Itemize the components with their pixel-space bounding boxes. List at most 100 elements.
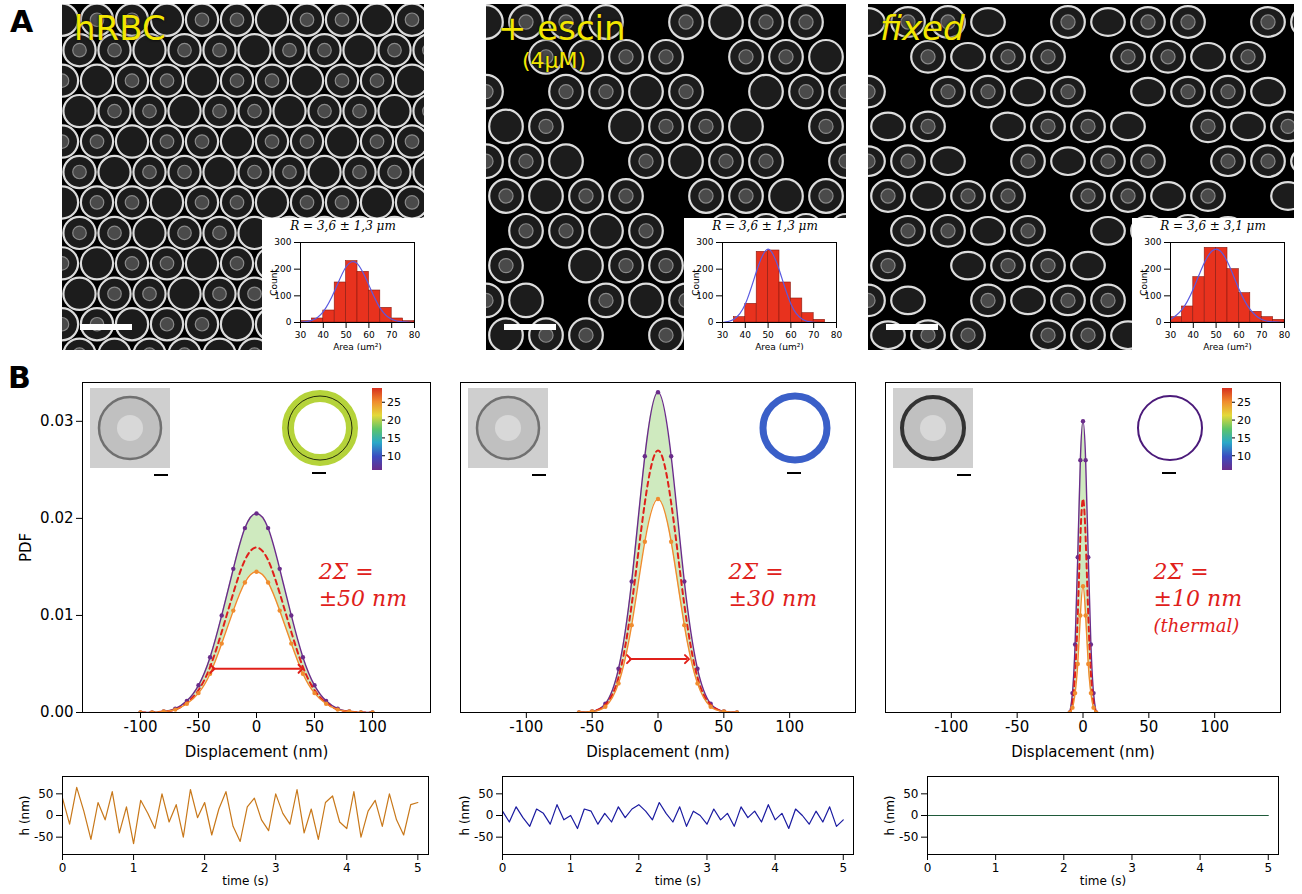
svg-text:10: 10 (387, 450, 401, 463)
svg-text:50: 50 (478, 787, 493, 801)
html-text:2Σ =: 2Σ = (318, 559, 374, 584)
svg-text:3: 3 (272, 861, 280, 875)
svg-text:0: 0 (911, 808, 919, 822)
svg-text:100: 100 (358, 718, 387, 736)
svg-text:Displacement (nm): Displacement (nm) (586, 743, 730, 761)
svg-text:100: 100 (775, 718, 804, 736)
svg-text:80: 80 (409, 330, 421, 340)
svg-text:30: 30 (295, 330, 307, 340)
svg-text:3: 3 (1128, 861, 1136, 875)
svg-text:10: 10 (1237, 450, 1251, 463)
svg-text:Count: Count (1139, 269, 1149, 296)
svg-text:4: 4 (771, 861, 779, 875)
svg-text:2: 2 (201, 861, 209, 875)
svg-text:-50: -50 (186, 718, 211, 736)
svg-text:-100: -100 (934, 718, 968, 736)
svg-text:80: 80 (831, 330, 843, 340)
svg-text:50: 50 (1210, 330, 1222, 340)
svg-text:20: 20 (1237, 414, 1251, 427)
svg-text:50: 50 (340, 330, 352, 340)
svg-text:Count: Count (691, 269, 701, 296)
svg-text:-50: -50 (34, 830, 54, 844)
html-text:fixed: fixed (880, 8, 965, 48)
svg-text:-50: -50 (474, 830, 494, 844)
svg-text:5: 5 (1264, 861, 1272, 875)
svg-text:1: 1 (992, 861, 1000, 875)
svg-text:0: 0 (252, 718, 262, 736)
svg-text:Displacement (nm): Displacement (nm) (1011, 743, 1155, 761)
svg-text:3: 3 (703, 861, 711, 875)
svg-text:40: 40 (318, 330, 330, 340)
svg-text:time (s): time (s) (655, 874, 702, 888)
svg-text:h (nm): h (nm) (883, 795, 897, 835)
svg-text:50: 50 (1139, 718, 1158, 736)
svg-text:Displacement (nm): Displacement (nm) (185, 743, 329, 761)
svg-text:-50: -50 (1005, 718, 1029, 736)
html-text:+ escin: + escin (498, 8, 626, 48)
svg-text:70: 70 (808, 330, 820, 340)
svg-text:0: 0 (1078, 718, 1088, 736)
svg-text:50: 50 (305, 718, 324, 736)
svg-text:0: 0 (286, 317, 292, 327)
svg-text:25: 25 (1237, 396, 1251, 409)
svg-text:-50: -50 (580, 718, 605, 736)
svg-text:0.00: 0.00 (40, 703, 73, 721)
svg-text:4: 4 (343, 861, 351, 875)
svg-text:50: 50 (762, 330, 774, 340)
svg-text:1: 1 (567, 861, 575, 875)
svg-text:300: 300 (274, 237, 291, 247)
svg-text:100: 100 (1200, 718, 1229, 736)
svg-text:-100: -100 (123, 718, 157, 736)
svg-text:15: 15 (387, 432, 401, 445)
svg-text:time (s): time (s) (1080, 874, 1127, 888)
svg-text:h (nm): h (nm) (458, 795, 472, 835)
svg-text:Area (μm²): Area (μm²) (755, 342, 804, 351)
svg-text:2: 2 (635, 861, 643, 875)
svg-text:0: 0 (924, 861, 932, 875)
svg-text:0.02: 0.02 (40, 509, 73, 527)
svg-text:0: 0 (653, 718, 663, 736)
svg-text:0: 0 (499, 861, 507, 875)
svg-text:0: 0 (486, 808, 494, 822)
svg-text:2: 2 (1060, 861, 1068, 875)
svg-text:-100: -100 (509, 718, 543, 736)
svg-text:60: 60 (363, 330, 375, 340)
svg-text:70: 70 (1256, 330, 1268, 340)
svg-text:4: 4 (1196, 861, 1204, 875)
svg-text:Area (μm²): Area (μm²) (1203, 342, 1252, 351)
svg-text:30: 30 (717, 330, 729, 340)
svg-text:0: 0 (708, 317, 714, 327)
svg-text:PDF: PDF (17, 533, 35, 562)
html-text:hRBC: hRBC (74, 8, 166, 48)
svg-text:80: 80 (1279, 330, 1291, 340)
svg-text:50: 50 (903, 787, 918, 801)
svg-text:0: 0 (46, 808, 54, 822)
svg-text:70: 70 (386, 330, 398, 340)
svg-text:40: 40 (740, 330, 752, 340)
svg-text:20: 20 (387, 414, 401, 427)
svg-text:Area (μm²): Area (μm²) (333, 342, 382, 351)
svg-text:Count: Count (269, 269, 279, 296)
svg-text:300: 300 (1144, 237, 1161, 247)
svg-text:40: 40 (1188, 330, 1200, 340)
svg-text:60: 60 (1233, 330, 1245, 340)
svg-text:0: 0 (59, 861, 67, 875)
svg-text:0.03: 0.03 (40, 412, 73, 430)
svg-text:25: 25 (387, 396, 401, 409)
svg-text:5: 5 (414, 861, 422, 875)
svg-text:-50: -50 (899, 830, 919, 844)
svg-text:50: 50 (38, 787, 53, 801)
svg-text:h (nm): h (nm) (18, 795, 32, 835)
svg-text:0: 0 (1156, 317, 1162, 327)
svg-text:30: 30 (1165, 330, 1177, 340)
html-text:(4μM): (4μM) (522, 48, 587, 73)
svg-text:300: 300 (696, 237, 713, 247)
svg-text:time (s): time (s) (222, 874, 269, 888)
html-text:±50 nm: ±50 nm (318, 586, 408, 611)
svg-text:1: 1 (130, 861, 138, 875)
svg-text:60: 60 (785, 330, 797, 340)
svg-text:15: 15 (1237, 432, 1251, 445)
svg-text:5: 5 (839, 861, 847, 875)
svg-text:0.01: 0.01 (40, 606, 73, 624)
svg-text:50: 50 (714, 718, 733, 736)
